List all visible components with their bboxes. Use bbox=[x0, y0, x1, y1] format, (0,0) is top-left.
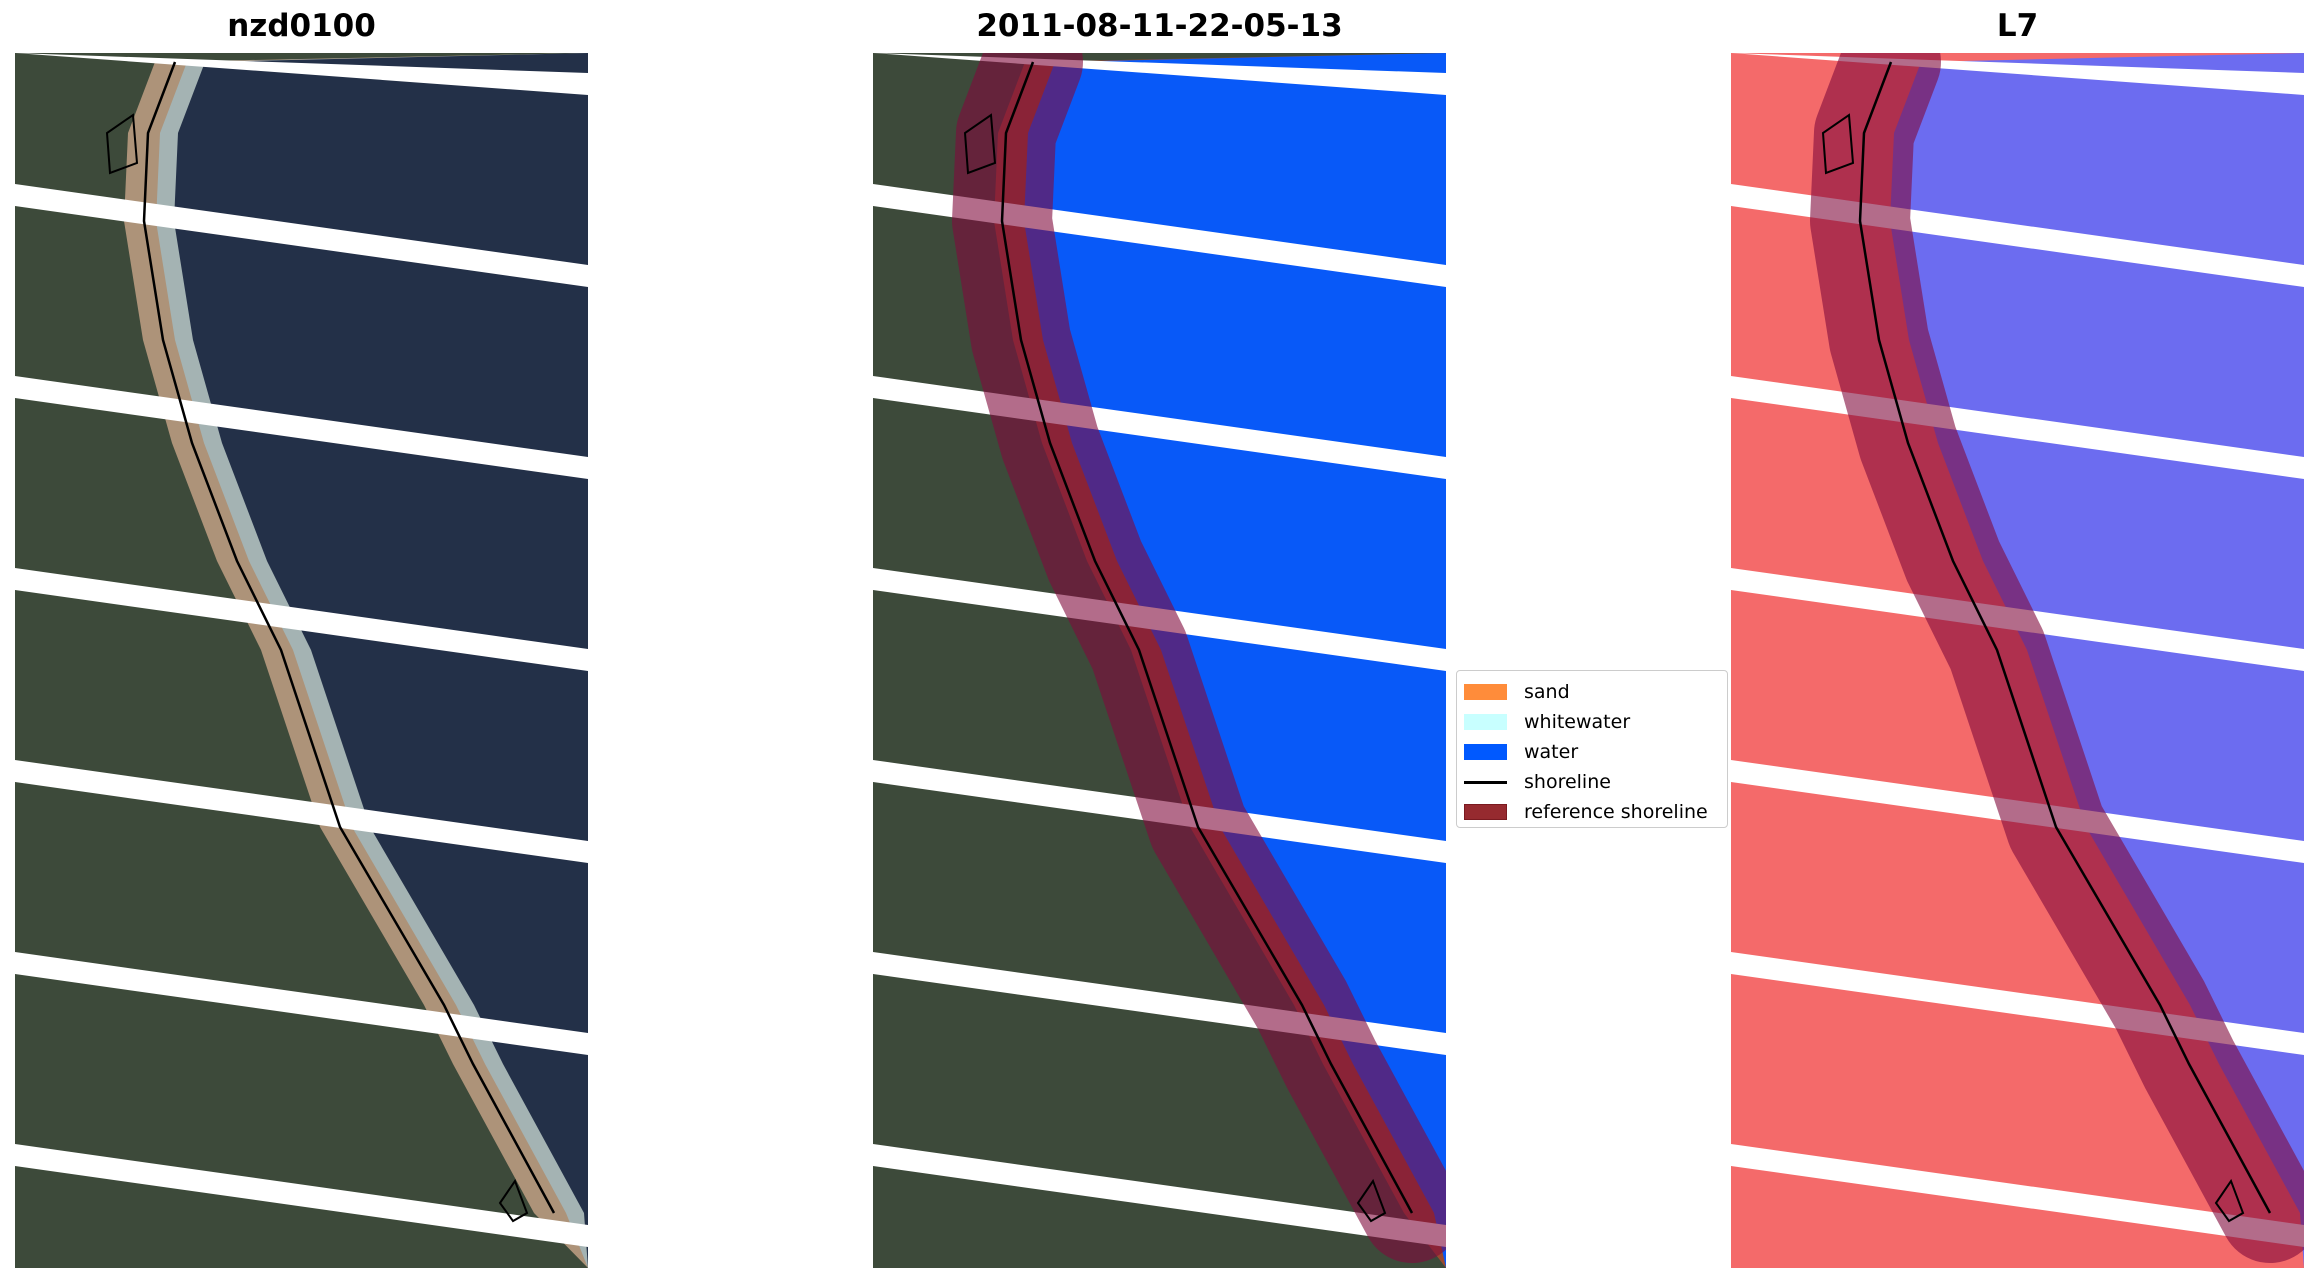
index-image-panel bbox=[1731, 53, 2304, 1268]
data-gap-stripe bbox=[15, 184, 588, 287]
data-gap-stripe bbox=[15, 760, 588, 863]
sand-swatch bbox=[1464, 684, 1507, 700]
shoreline bbox=[1858, 61, 2272, 1214]
shoreline-estuary bbox=[2214, 1178, 2245, 1223]
shoreline-estuary bbox=[1356, 1178, 1387, 1223]
index-water bbox=[1890, 53, 2304, 1268]
panel-title-index: L7 bbox=[1996, 8, 2039, 44]
legend-item-shoreline: shoreline bbox=[1464, 767, 1727, 797]
panel-title-classified: 2011-08-11-22-05-13 bbox=[976, 8, 1343, 44]
legend: sand whitewater water shoreline referenc… bbox=[1456, 670, 1728, 828]
legend-label: shoreline bbox=[1524, 771, 1611, 793]
legend-label: sand bbox=[1524, 681, 1570, 703]
legend-label: water bbox=[1524, 741, 1579, 763]
shoreline-lagoon bbox=[963, 113, 997, 175]
legend-item-sand: sand bbox=[1464, 677, 1727, 707]
shoreline bbox=[1000, 61, 1414, 1214]
shoreline-line-swatch bbox=[1464, 780, 1507, 784]
rgb-image-panel bbox=[15, 53, 588, 1268]
data-gap-stripe bbox=[15, 952, 588, 1055]
shoreline-lagoon bbox=[1821, 113, 1855, 175]
whitewater-swatch bbox=[1464, 714, 1507, 730]
data-gap-stripe bbox=[1731, 1144, 2304, 1247]
legend-label: reference shoreline bbox=[1524, 801, 1708, 823]
data-gap-stripe bbox=[15, 376, 588, 479]
legend-item-reference-shoreline: reference shoreline bbox=[1464, 797, 1727, 827]
legend-item-whitewater: whitewater bbox=[1464, 707, 1727, 737]
data-gap-stripe bbox=[15, 568, 588, 671]
data-gap-stripe bbox=[15, 53, 588, 95]
shoreline-lagoon bbox=[105, 113, 139, 175]
data-gap-stripe bbox=[873, 1144, 1446, 1247]
legend-item-water: water bbox=[1464, 737, 1727, 767]
shoreline bbox=[142, 61, 556, 1214]
water-swatch bbox=[1464, 744, 1507, 760]
shoreline-estuary bbox=[498, 1178, 529, 1223]
sea-area bbox=[174, 53, 588, 1268]
reference-shoreline-swatch bbox=[1464, 804, 1507, 820]
panel-title-rgb: nzd0100 bbox=[227, 8, 376, 44]
classified-image-panel bbox=[873, 53, 1446, 1268]
legend-label: whitewater bbox=[1524, 711, 1631, 733]
water-class bbox=[1024, 53, 1446, 1268]
data-gap-stripe bbox=[15, 1144, 588, 1247]
